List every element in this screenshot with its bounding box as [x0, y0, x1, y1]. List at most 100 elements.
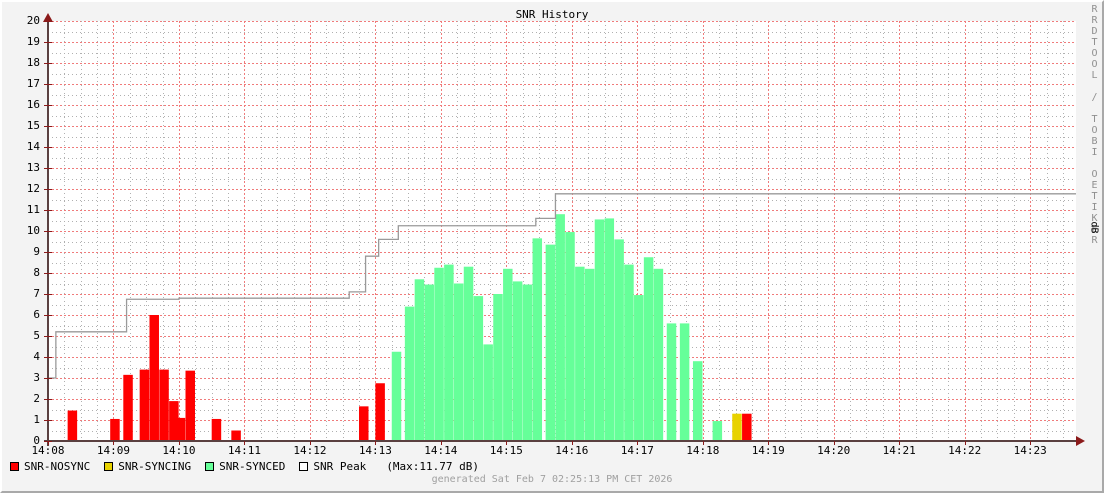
bar: [359, 406, 369, 441]
bar: [584, 268, 595, 441]
y-axis-tick-label: 19: [26, 35, 40, 48]
bar: [231, 430, 241, 441]
grid-line-vertical: [768, 21, 770, 441]
bar: [434, 267, 444, 441]
grid-line-vertical: [178, 21, 180, 441]
y-axis-tick-label: 6: [33, 308, 40, 321]
x-axis-tick-mark: [702, 441, 704, 445]
x-axis-tick-label: 14:12: [293, 444, 327, 457]
x-axis-tick-mark: [113, 441, 115, 445]
bar: [643, 257, 654, 441]
grid-line-horizontal: [48, 136, 1076, 138]
y-axis-tick-label: 15: [26, 119, 40, 132]
y-axis-tick-mark: [44, 378, 52, 379]
grid-line-vertical: [457, 21, 459, 441]
legend-label: SNR-SYNCED: [219, 459, 286, 473]
x-axis-tick-label: 14:18: [686, 444, 720, 457]
series-layer: [48, 193, 1076, 441]
y-axis-tick-mark: [44, 273, 52, 274]
bar: [375, 383, 385, 441]
y-axis-tick-label: 7: [33, 287, 40, 300]
grid-line-horizontal: [48, 157, 1076, 159]
grid-line-vertical: [1013, 21, 1015, 441]
y-axis-tick-label: 5: [33, 329, 40, 342]
bar: [604, 218, 615, 441]
x-axis-tick-label: 14:19: [751, 444, 785, 457]
grid-line-vertical: [113, 21, 115, 441]
grid-line-vertical: [359, 21, 361, 441]
bar: [666, 323, 677, 441]
grid-line-horizontal: [48, 42, 1076, 43]
grid-line-vertical: [342, 21, 344, 441]
grid-line-vertical: [1046, 21, 1048, 441]
x-axis-tick-mark: [571, 441, 573, 445]
y-axis-tick-label: 3: [33, 371, 40, 384]
grid-line-vertical: [1062, 21, 1064, 441]
bar: [565, 232, 575, 441]
page-title: SNR History: [515, 8, 589, 21]
legend-max-note: (Max:11.77 dB): [386, 459, 480, 473]
x-axis-tick-mark: [244, 441, 246, 445]
bar: [493, 294, 503, 441]
y-axis-tick-label: 11: [26, 203, 40, 216]
legend-swatch-snr-nosync: [10, 461, 19, 471]
bar: [67, 410, 78, 441]
legend-item-snr-peak: SNR Peak: [299, 460, 366, 473]
grid-line-horizontal: [48, 31, 1076, 33]
grid-line-vertical: [915, 21, 917, 441]
grid-line-horizontal: [48, 52, 1076, 54]
grid-line-horizontal: [48, 199, 1076, 201]
y-axis-arrow-icon: [43, 13, 53, 22]
y-axis-tick-mark: [44, 357, 52, 358]
legend-label: SNR-NOSYNC: [24, 459, 91, 473]
grid-line-horizontal: [48, 63, 1076, 64]
grid-line-vertical: [719, 21, 721, 441]
grid-line-vertical: [588, 21, 590, 441]
bar: [483, 344, 493, 441]
grid-line-vertical: [1030, 21, 1032, 441]
y-axis-tick-label: 10: [26, 224, 40, 237]
legend-item-snr-synced: SNR-SYNCED: [205, 460, 285, 473]
bar: [175, 417, 186, 441]
grid-line-vertical: [146, 21, 148, 441]
generated-timestamp: generated Sat Feb 7 02:25:13 PM CET 2026: [431, 474, 673, 485]
bar: [414, 279, 425, 441]
bar: [149, 315, 159, 441]
bar: [185, 370, 195, 441]
x-axis-tick-mark: [48, 441, 49, 445]
grid-line-vertical: [997, 21, 999, 441]
x-axis-tick-mark: [506, 441, 508, 445]
y-axis-tick-label: 12: [26, 182, 40, 195]
x-axis-tick-label: 14:21: [882, 444, 916, 457]
bar: [732, 413, 742, 441]
grid-line-vertical: [670, 21, 672, 441]
bar: [624, 264, 634, 441]
grid-line-vertical: [162, 21, 164, 441]
bar: [679, 323, 690, 441]
x-axis-tick-label: 14:20: [817, 444, 851, 457]
grid-line-vertical: [293, 21, 295, 441]
grid-line-vertical: [948, 21, 950, 441]
bar: [692, 361, 703, 441]
series-snr-peak-line: [48, 193, 1076, 379]
grid-line-vertical: [866, 21, 868, 441]
x-axis-tick-mark: [440, 441, 442, 445]
y-axis-tick-label: 8: [33, 266, 40, 279]
grid-line-vertical: [408, 21, 410, 441]
legend-item-snr-syncing: SNR-SYNCING: [104, 460, 191, 473]
y-axis-tick-label: 18: [26, 56, 40, 69]
grid-line-vertical: [931, 21, 933, 441]
x-axis-tick-mark: [899, 441, 901, 445]
grid-line-vertical: [800, 21, 802, 441]
bar: [522, 284, 533, 441]
legend-item-snr-nosync: SNR-NOSYNC: [10, 460, 90, 473]
bar: [159, 369, 169, 441]
bar: [594, 219, 605, 441]
series-snr-nosync: [67, 315, 752, 441]
y-axis-tick-mark: [44, 252, 52, 253]
x-axis-tick-label: 14:15: [489, 444, 523, 457]
x-axis-tick-mark: [178, 441, 180, 445]
bar: [634, 295, 644, 441]
y-axis-unit-label: dB: [1088, 221, 1100, 234]
